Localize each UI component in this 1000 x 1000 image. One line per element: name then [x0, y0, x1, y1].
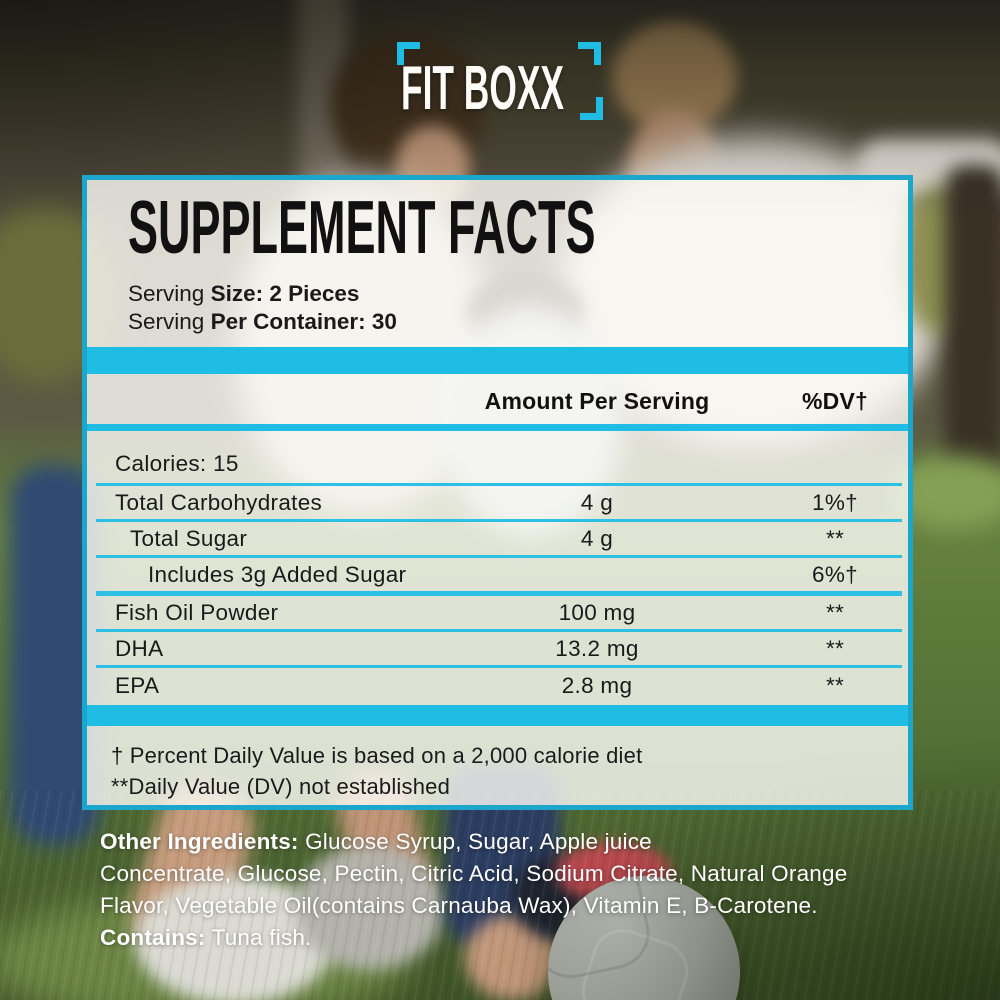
row-name: Includes 3g Added Sugar: [148, 561, 407, 587]
ingredients-line: Other Ingredients: Glucose Syrup, Sugar,…: [100, 826, 990, 858]
row-divider: [96, 555, 902, 558]
row-divider: [96, 665, 902, 668]
brand-name: FIT BOXX: [401, 54, 564, 123]
supplement-facts-panel: SUPPLEMENT FACTS Serving Size: 2 Pieces S…: [82, 175, 913, 810]
divider-bar-bottom: [87, 705, 908, 726]
row-dv: 6%†: [812, 561, 858, 587]
row-divider: [96, 629, 902, 632]
ingredients-label: Other Ingredients:: [100, 829, 299, 854]
column-header-dv: %DV†: [802, 388, 868, 414]
row-amount: 100 mg: [558, 599, 636, 625]
row-name: EPA: [115, 673, 160, 698]
bracket-top-left-icon: [397, 42, 420, 65]
table-row: EPA 2.8 mg **: [87, 668, 908, 704]
serving-size-line: Serving Size: 2 Pieces: [128, 280, 908, 308]
table-row: Fish Oil Powder 100 mg **: [87, 596, 908, 629]
row-name: Calories: 15: [115, 451, 239, 476]
contains-label: Contains:: [100, 925, 206, 950]
table-row: Calories: 15: [87, 431, 908, 483]
bracket-bottom-right-icon: [580, 97, 603, 120]
row-dv: **: [825, 599, 845, 625]
table-row: Includes 3g Added Sugar 6%†: [87, 558, 908, 591]
row-name: Total Sugar: [130, 525, 248, 551]
row-amount: 4 g: [580, 525, 614, 551]
table-row: DHA 13.2 mg **: [87, 632, 908, 665]
nutrition-table: Calories: 15 Total Carbohydrates 4 g 1%†…: [87, 431, 908, 704]
serving-container-prefix: Serving: [128, 309, 205, 334]
column-header-amount: Amount Per Serving: [484, 388, 710, 414]
row-dv: **: [825, 673, 845, 698]
row-dv: 1%†: [812, 489, 858, 515]
row-dv: **: [825, 635, 845, 661]
row-divider: [96, 519, 902, 522]
row-divider-thick: [96, 591, 902, 596]
serving-info: Serving Size: 2 Pieces Serving Per Contain…: [128, 280, 908, 336]
bracket-top-right-icon: [578, 42, 601, 65]
ingredients-line: Concentrate, Glucose, Pectin, Citric Aci…: [100, 861, 848, 886]
footnote-dv: † Percent Daily Value is based on a 2,00…: [111, 743, 643, 768]
row-amount: 4 g: [580, 489, 614, 515]
row-amount: 2.8 mg: [561, 673, 633, 698]
serving-container-value: Per Container: 30: [210, 309, 397, 334]
contains-line: Contains: Tuna fish.: [100, 922, 990, 954]
table-row: Total Sugar 4 g **: [87, 522, 908, 555]
footnote-established: **Daily Value (DV) not established: [111, 774, 451, 799]
serving-size-prefix: Serving: [128, 281, 205, 306]
row-divider: [96, 483, 902, 486]
serving-size-value: Size: 2 Pieces: [210, 281, 360, 306]
footnotes: † Percent Daily Value is based on a 2,00…: [111, 740, 908, 802]
table-row: Total Carbohydrates 4 g 1%†: [87, 486, 908, 519]
ingredients-line: Flavor, Vegetable Oil(contains Carnauba …: [100, 893, 818, 918]
other-ingredients-block: Other Ingredients: Glucose Syrup, Sugar,…: [100, 826, 990, 954]
divider-bar-thin: [87, 424, 908, 431]
serving-container-line: Serving Per Container: 30: [128, 308, 908, 336]
row-name: Total Carbohydrates: [115, 489, 323, 515]
panel-title: SUPPLEMENT FACTS: [128, 185, 596, 269]
row-name: Fish Oil Powder: [115, 599, 279, 625]
ingredients-line1-text: Glucose Syrup, Sugar, Apple juice: [298, 829, 652, 854]
divider-bar-top: [87, 347, 908, 374]
row-amount: 13.2 mg: [555, 635, 639, 661]
brand-logo: FIT BOXX: [395, 40, 607, 123]
table-header-row: Amount Per Serving %DV†: [87, 374, 908, 424]
row-dv: **: [825, 525, 845, 551]
row-name: DHA: [115, 635, 164, 661]
contains-value: Tuna fish.: [205, 925, 312, 950]
